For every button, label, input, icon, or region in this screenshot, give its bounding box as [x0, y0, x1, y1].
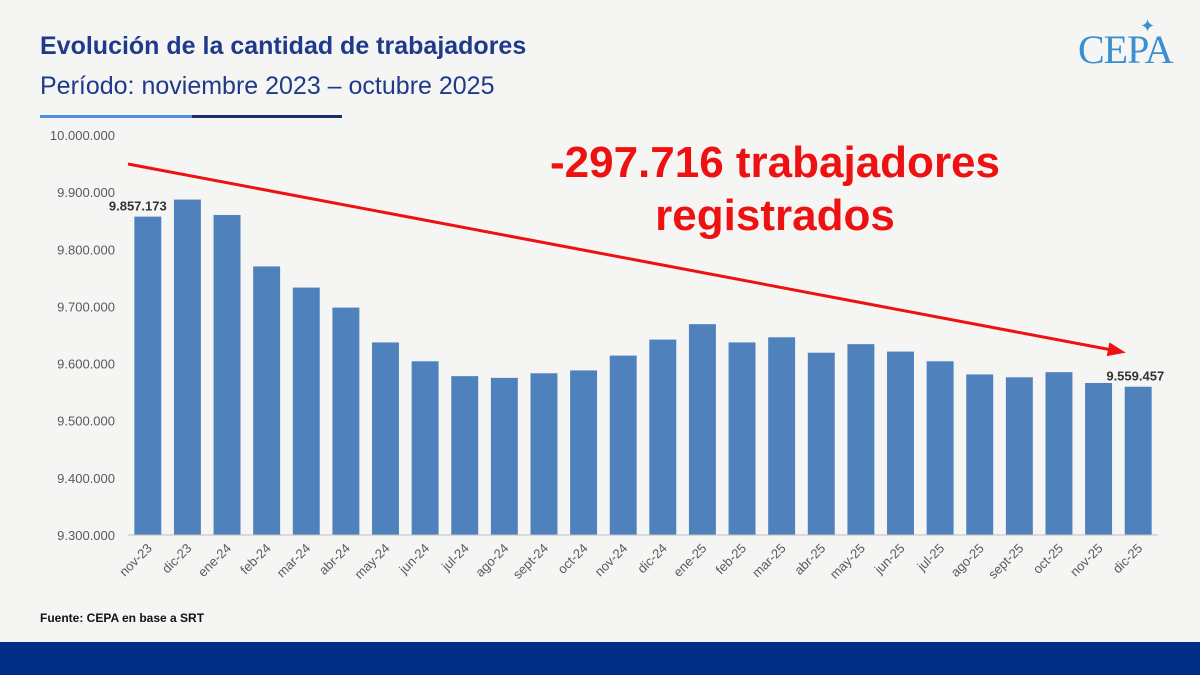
callout-text: -297.716 trabajadores registrados	[470, 136, 1080, 242]
y-tick-label: 9.400.000	[57, 471, 115, 486]
x-tick-label: may-24	[351, 541, 392, 582]
title-underline-dark	[192, 115, 342, 118]
bar-nov-23	[134, 216, 162, 536]
bar-sept-24	[530, 373, 558, 535]
x-tick-label: nov-24	[592, 541, 631, 580]
title-underline-light	[40, 115, 192, 118]
bar-abr-25	[807, 352, 835, 535]
bar-may-24	[372, 342, 399, 535]
x-tick-label: abr-24	[316, 541, 353, 578]
x-tick-label: abr-25	[791, 541, 828, 578]
x-tick-label: nov-25	[1067, 541, 1106, 580]
bar-sept-25	[1005, 377, 1033, 535]
bar-feb-25	[728, 342, 756, 535]
logo-star-icon: ✦	[1140, 16, 1156, 36]
arrow-head-icon	[1106, 342, 1126, 357]
bars	[134, 199, 1152, 536]
cepa-logo: CEPA	[1078, 27, 1174, 72]
bar-ago-24	[490, 377, 518, 535]
bar-dic-25	[1124, 386, 1152, 535]
x-tick-label: dic-25	[1110, 541, 1146, 577]
x-tick-label: jun-25	[871, 541, 908, 578]
x-tick-label: sept-24	[510, 541, 551, 582]
x-tick-label: ago-25	[948, 541, 987, 580]
x-tick-label: mar-25	[749, 541, 789, 581]
callout-line-1: -297.716 trabajadores	[549, 138, 1001, 187]
bar-abr-24	[332, 307, 360, 535]
bar-mar-24	[292, 287, 320, 535]
bar-dic-23	[173, 199, 201, 536]
bar-jun-25	[887, 351, 914, 535]
bar-ene-25	[688, 324, 716, 535]
bar-oct-24	[570, 370, 598, 535]
x-tick-label: feb-25	[712, 541, 749, 578]
y-tick-label: 9.900.000	[57, 185, 115, 200]
trend-arrow-line	[127, 162, 1113, 352]
x-tick-label: nov-23	[116, 541, 155, 580]
callout-line-2: registrados	[655, 191, 895, 240]
bar-jul-25	[926, 361, 954, 535]
bar-chart: 9.300.000 9.400.000 9.500.000 9.600.000 9.70…	[50, 128, 1164, 582]
bar-dic-24	[649, 339, 677, 535]
x-tick-label: jul-25	[913, 541, 947, 575]
bar-mar-25	[768, 337, 796, 535]
y-tick-label: 9.700.000	[57, 299, 115, 314]
bar-ene-24	[213, 215, 241, 535]
x-tick-label: sept-25	[985, 541, 1026, 582]
x-tick-label: jul-24	[438, 541, 472, 575]
bar-jul-24	[451, 376, 479, 535]
bar-ago-25	[966, 374, 994, 535]
y-tick-label: 9.500.000	[57, 414, 115, 429]
data-labels: 9.857.173 9.559.457	[109, 199, 1164, 384]
x-tick-label: oct-25	[1030, 541, 1066, 577]
y-tick-label: 9.800.000	[57, 242, 115, 257]
data-label: 9.857.173	[109, 199, 167, 214]
y-tick-label: 10.000.000	[50, 128, 115, 143]
chart-title: Evolución de la cantidad de trabajadores	[40, 32, 527, 60]
y-tick-label: 9.600.000	[57, 357, 115, 372]
source-note: Fuente: CEPA en base a SRT	[40, 611, 205, 625]
y-tick-label: 9.300.000	[57, 528, 115, 543]
y-axis-labels: 9.300.000 9.400.000 9.500.000 9.600.000 9.70…	[50, 128, 115, 543]
bar-nov-25	[1085, 383, 1113, 535]
x-tick-label: jun-24	[395, 541, 432, 578]
x-tick-label: dic-23	[159, 541, 195, 577]
x-tick-label: dic-24	[634, 541, 670, 577]
x-tick-label: ene-24	[195, 541, 234, 580]
x-tick-label: oct-24	[555, 541, 591, 577]
x-tick-label: may-25	[827, 541, 868, 582]
bar-jun-24	[411, 361, 439, 535]
trend-arrow	[127, 162, 1126, 357]
x-tick-label: ago-24	[472, 541, 511, 580]
chart-subtitle: Período: noviembre 2023 – octubre 2025	[40, 72, 495, 100]
bar-feb-24	[253, 266, 281, 535]
x-tick-label: feb-24	[237, 541, 274, 578]
bar-nov-24	[609, 355, 637, 535]
bar-may-25	[847, 344, 875, 535]
bar-oct-25	[1045, 372, 1073, 535]
x-tick-label: ene-25	[670, 541, 709, 580]
x-axis-labels: nov-23 dic-23 ene-24 feb-24 mar-24 abr-24may-…	[116, 541, 1145, 582]
x-tick-label: mar-24	[274, 541, 314, 581]
data-label: 9.559.457	[1106, 369, 1164, 384]
footer-band	[0, 642, 1200, 675]
